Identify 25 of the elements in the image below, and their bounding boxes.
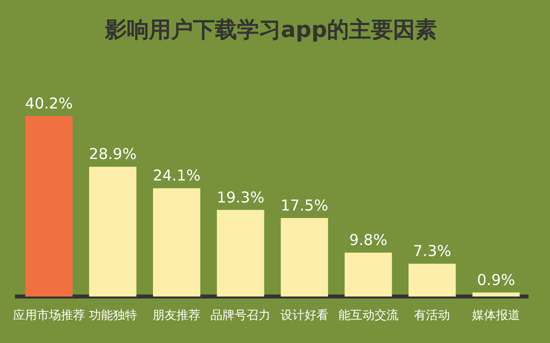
bar <box>89 166 136 297</box>
data-label: 7.3% <box>413 242 452 260</box>
bar <box>153 188 200 297</box>
x-tick-label: 品牌号召力 <box>210 308 271 322</box>
data-label: 9.8% <box>349 230 388 249</box>
x-tick-label: 有活动 <box>414 308 450 322</box>
chart-title: 影响用户下载学习app的主要因素 <box>104 16 438 43</box>
data-label: 0.9% <box>477 270 516 289</box>
x-tick-label: 媒体报道 <box>472 308 520 322</box>
data-label: 28.9% <box>88 145 137 164</box>
x-tick-label: 设计好看 <box>280 308 328 322</box>
bar <box>280 218 328 297</box>
bar <box>472 292 520 297</box>
x-tick-label: 能互动交流 <box>338 308 398 322</box>
bar <box>25 116 73 297</box>
data-label: 17.5% <box>280 196 328 214</box>
data-label: 24.1% <box>152 166 200 185</box>
data-label: 19.3% <box>216 188 264 206</box>
bar <box>216 210 264 297</box>
bar <box>408 264 456 297</box>
x-tick-label: 应用市场推荐 <box>12 308 85 322</box>
data-label: 40.2% <box>25 94 73 112</box>
bar <box>344 252 392 297</box>
x-tick-label: 朋友推荐 <box>152 308 201 322</box>
x-tick-label: 功能独特 <box>88 308 137 322</box>
